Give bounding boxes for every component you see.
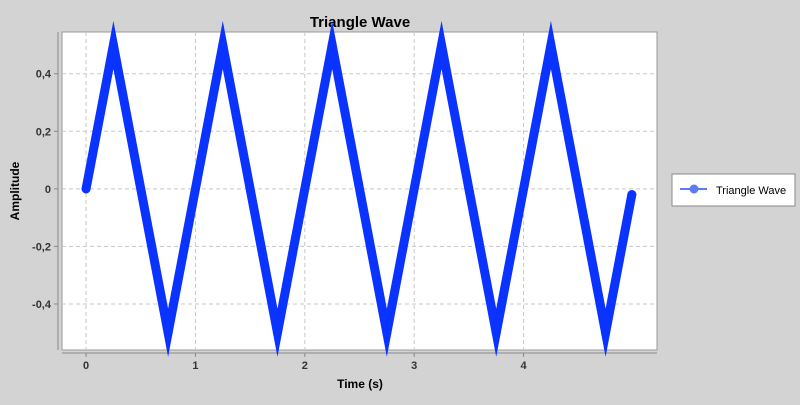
data-point: [327, 40, 337, 50]
legend-label: Triangle Wave: [716, 185, 786, 197]
axes: 0 1 2 3 4 -0,4 -0,2 0 0,2 0,4: [32, 32, 657, 372]
y-tick-label: -0,4: [32, 299, 52, 311]
data-point: [163, 328, 173, 338]
y-tick-label: 0: [45, 184, 51, 196]
x-tick-label: 0: [83, 360, 89, 372]
data-point: [546, 40, 556, 50]
chart-title: Triangle Wave: [310, 14, 410, 31]
x-tick-label: 2: [302, 360, 308, 372]
legend[interactable]: Triangle Wave: [671, 173, 796, 207]
y-tick-label: 0,4: [36, 69, 52, 81]
data-point: [382, 328, 392, 338]
y-axis-label: Amplitude: [8, 161, 22, 220]
x-tick-label: 1: [192, 360, 198, 372]
x-tick-label: 4: [521, 360, 528, 372]
x-axis-label: Time (s): [337, 377, 383, 391]
y-tick-label: 0,2: [36, 126, 51, 138]
x-tick-label: 3: [411, 360, 417, 372]
data-point: [272, 328, 282, 338]
data-point: [437, 40, 447, 50]
y-tick-label: -0,2: [32, 241, 51, 253]
data-point: [81, 184, 91, 194]
series-line: [81, 20, 637, 357]
data-point: [108, 40, 118, 50]
legend-swatch-marker: [689, 184, 699, 194]
data-point: [601, 328, 611, 338]
data-point: [627, 190, 637, 200]
data-point: [218, 40, 228, 50]
series-layer: [81, 20, 637, 357]
data-point: [491, 328, 501, 338]
